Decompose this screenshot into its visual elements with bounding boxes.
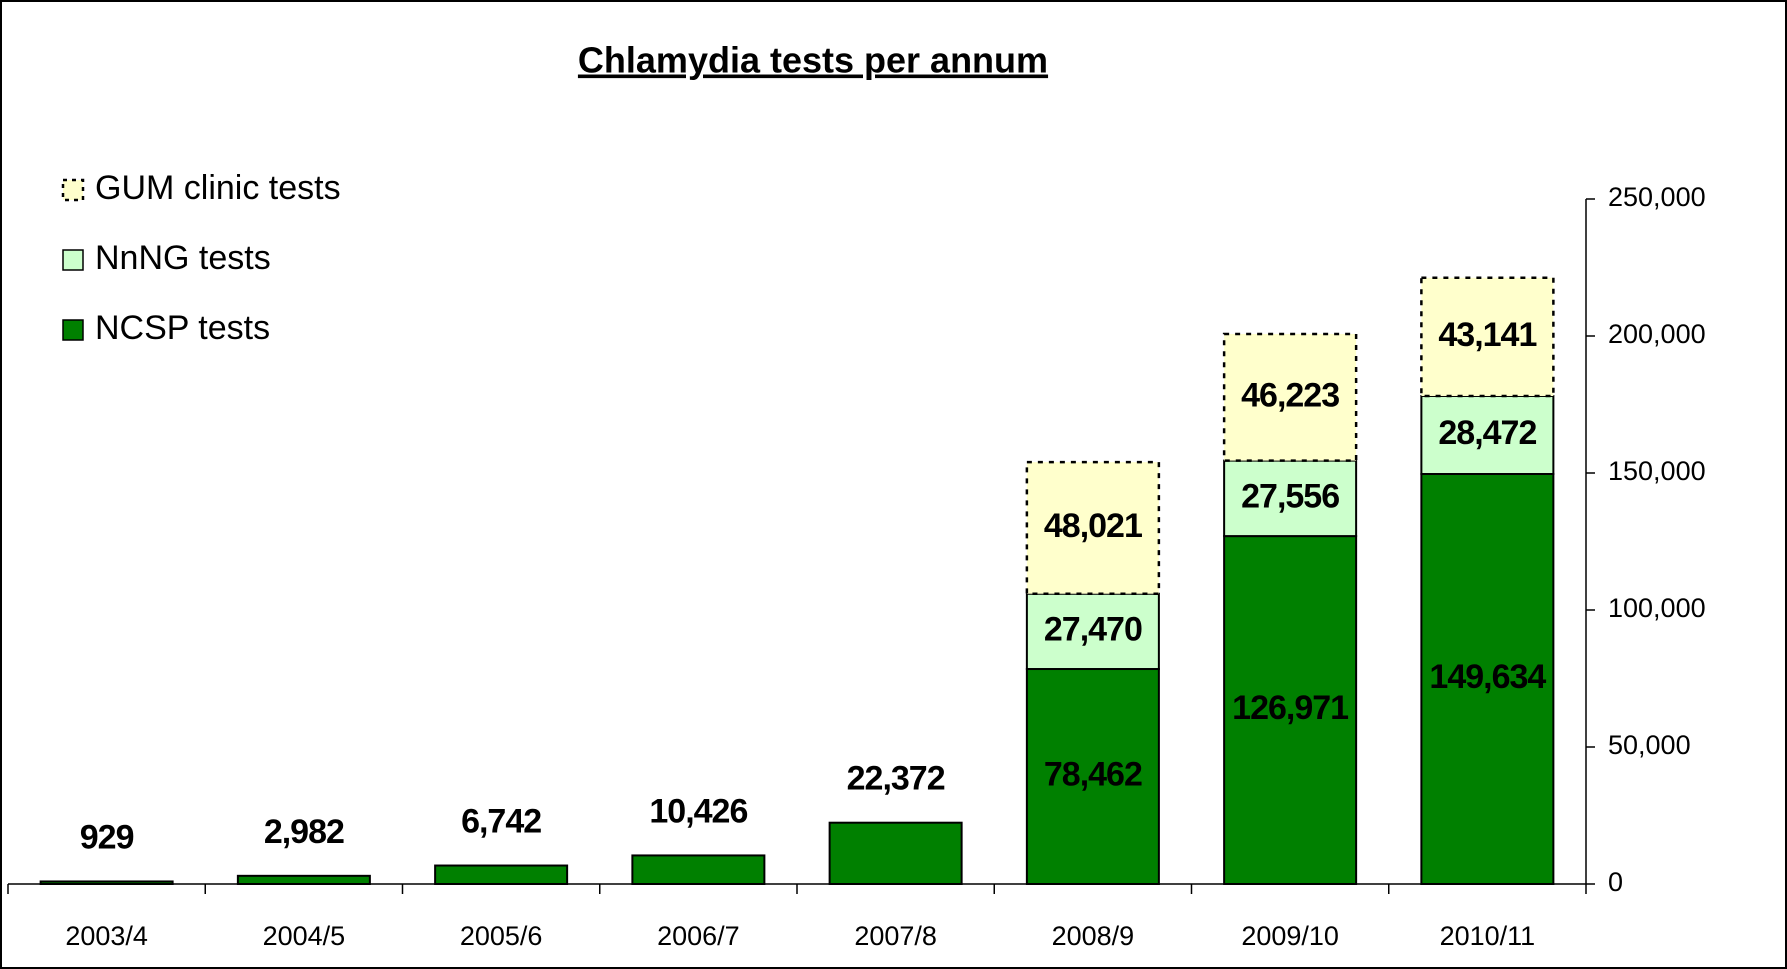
x-tick-label: 2004/5 (263, 921, 346, 951)
data-label: 126,971 (1232, 689, 1348, 727)
legend-label: GUM clinic tests (95, 169, 341, 207)
data-label: 929 (80, 818, 134, 856)
y-tick-label: 250,000 (1608, 182, 1706, 212)
bar-segment (828, 821, 963, 886)
bar-segment (1223, 459, 1358, 538)
x-tick-label: 2010/11 (1440, 921, 1536, 951)
bar-segment (631, 854, 766, 885)
legend-label: NCSP tests (95, 309, 270, 347)
bar-segment (1025, 460, 1161, 595)
bar-segment (1420, 276, 1555, 398)
bar-segment (1223, 535, 1358, 886)
y-tick-label: 50,000 (1608, 730, 1691, 760)
bar-segment (39, 880, 174, 885)
data-label: 2,982 (264, 813, 344, 851)
data-label: 149,634 (1429, 658, 1546, 696)
bar-segment (236, 874, 371, 886)
y-tick-label: 150,000 (1608, 456, 1706, 486)
y-tick-label: 0 (1608, 867, 1623, 897)
data-label: 28,472 (1438, 414, 1536, 452)
legend-swatch (62, 319, 84, 341)
data-label: 6,742 (461, 803, 541, 841)
x-tick-label: 2005/6 (460, 921, 543, 951)
bar-segment (1420, 473, 1555, 885)
x-tick-label: 2007/8 (854, 921, 937, 951)
chart-title: Chlamydia tests per annum (578, 40, 1048, 81)
x-tick-label: 2006/7 (657, 921, 740, 951)
legend-swatch (61, 178, 85, 202)
data-label: 10,426 (649, 792, 747, 830)
bar-segment (1420, 394, 1555, 476)
data-label: 43,141 (1438, 316, 1536, 354)
data-label: 27,470 (1044, 610, 1142, 648)
bar-segment (1025, 668, 1160, 885)
data-label: 46,223 (1241, 376, 1339, 414)
legend-label: NnNG tests (95, 239, 271, 277)
x-tick-label: 2009/10 (1241, 921, 1339, 951)
bar-segment (1025, 592, 1160, 671)
x-tick-label: 2003/4 (65, 921, 148, 951)
data-label: 48,021 (1044, 507, 1142, 545)
bar-segment (434, 864, 569, 885)
data-label: 78,462 (1044, 755, 1142, 793)
legend-swatch (62, 249, 84, 271)
y-tick-label: 200,000 (1608, 319, 1706, 349)
y-tick-label: 100,000 (1608, 593, 1706, 623)
x-tick-label: 2008/9 (1052, 921, 1135, 951)
data-label: 22,372 (847, 760, 945, 798)
data-label: 27,556 (1241, 477, 1339, 515)
bar-segment (1222, 332, 1358, 462)
